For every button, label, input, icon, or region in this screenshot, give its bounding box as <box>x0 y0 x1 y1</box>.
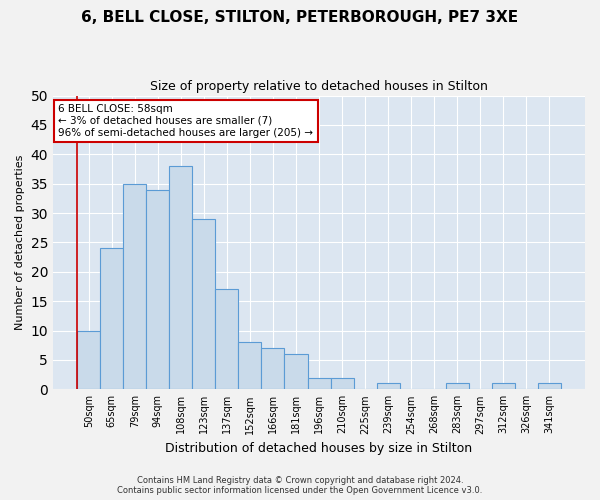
Bar <box>331 378 353 390</box>
Bar <box>284 354 308 390</box>
Bar <box>123 184 146 390</box>
Bar <box>146 190 169 390</box>
Bar <box>77 330 100 390</box>
Text: Contains HM Land Registry data © Crown copyright and database right 2024.
Contai: Contains HM Land Registry data © Crown c… <box>118 476 482 495</box>
Title: Size of property relative to detached houses in Stilton: Size of property relative to detached ho… <box>150 80 488 93</box>
Bar <box>262 348 284 390</box>
Text: 6 BELL CLOSE: 58sqm
← 3% of detached houses are smaller (7)
96% of semi-detached: 6 BELL CLOSE: 58sqm ← 3% of detached hou… <box>58 104 313 138</box>
Bar <box>308 378 331 390</box>
Bar <box>238 342 262 390</box>
Bar <box>100 248 123 390</box>
Bar <box>446 384 469 390</box>
Bar <box>492 384 515 390</box>
X-axis label: Distribution of detached houses by size in Stilton: Distribution of detached houses by size … <box>166 442 473 455</box>
Bar <box>215 290 238 390</box>
Y-axis label: Number of detached properties: Number of detached properties <box>15 154 25 330</box>
Bar <box>169 166 193 390</box>
Text: 6, BELL CLOSE, STILTON, PETERBOROUGH, PE7 3XE: 6, BELL CLOSE, STILTON, PETERBOROUGH, PE… <box>82 10 518 25</box>
Bar <box>193 219 215 390</box>
Bar <box>377 384 400 390</box>
Bar <box>538 384 561 390</box>
